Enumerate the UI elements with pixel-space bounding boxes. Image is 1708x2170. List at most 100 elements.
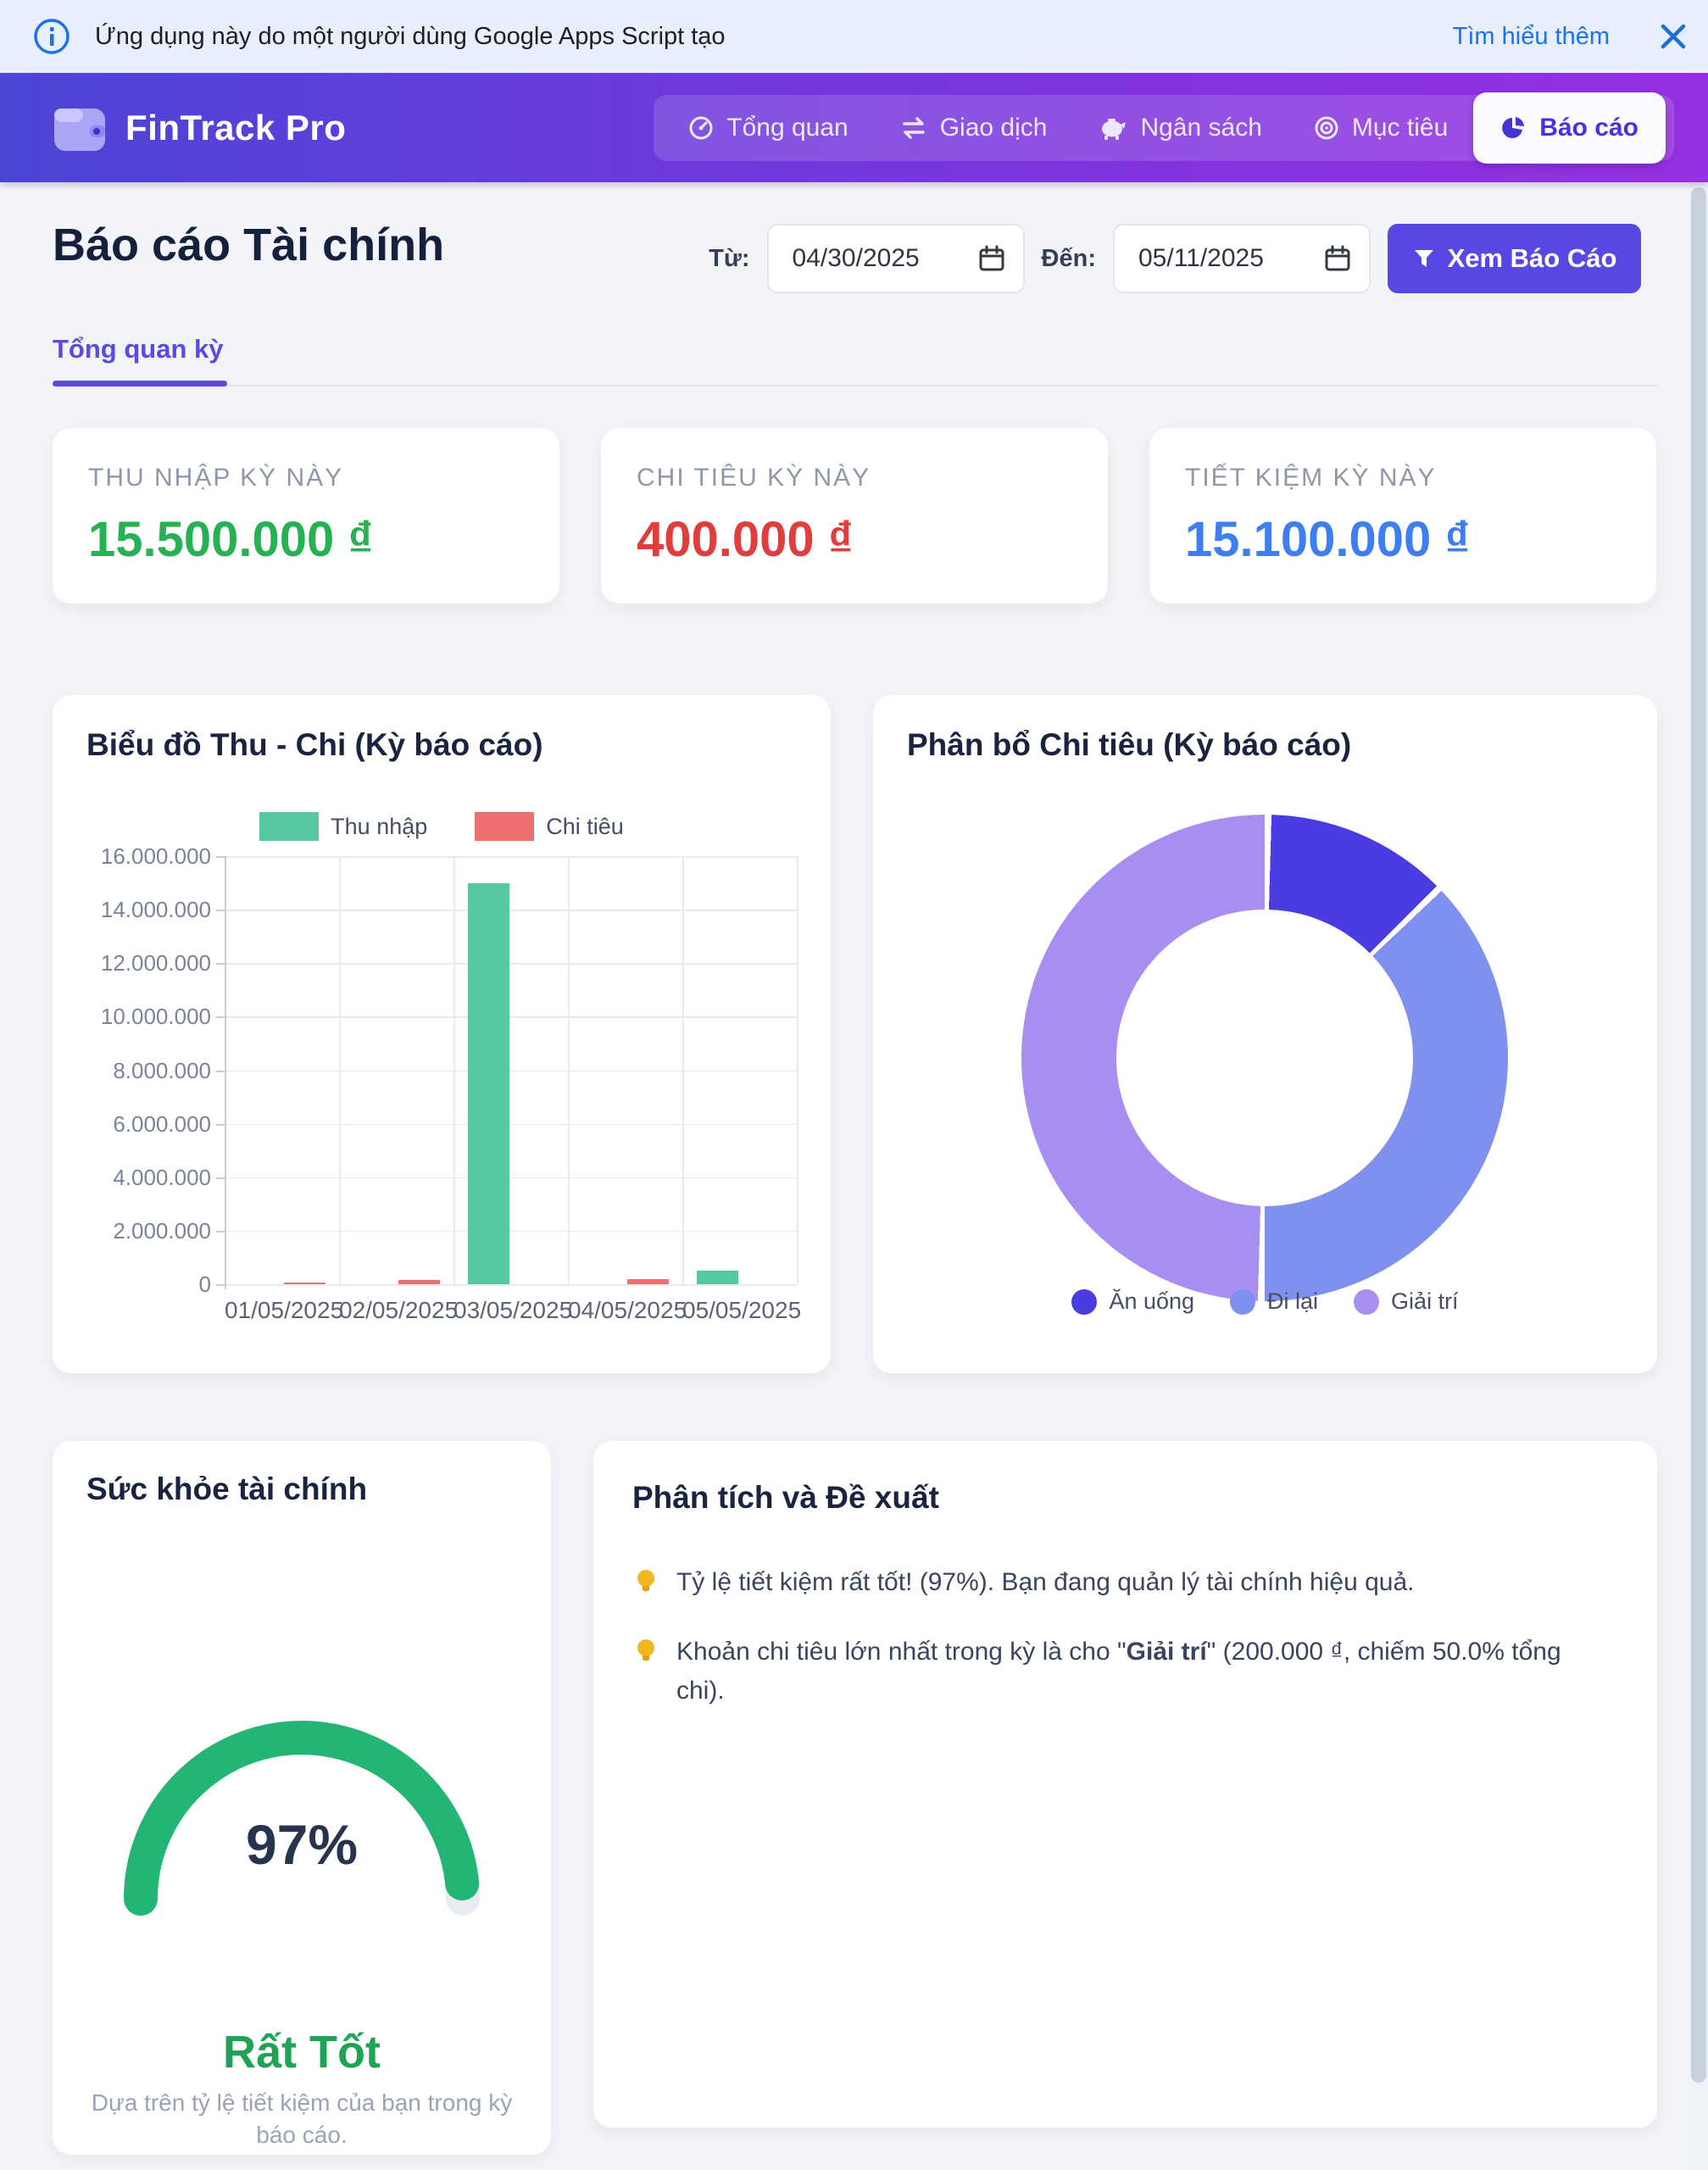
nav-item-muc-tieu[interactable]: Mục tiêu	[1288, 95, 1473, 161]
nav-label: Giao dịch	[939, 113, 1048, 142]
wallet-icon	[53, 103, 107, 153]
swap-icon	[899, 114, 928, 142]
tip-text: Tỷ lệ tiết kiệm rất tốt! (97%). Bạn đang…	[676, 1568, 1415, 1596]
tab-active-underline	[53, 381, 227, 387]
legend-label: Giải trí	[1391, 1288, 1459, 1314]
legend-label: Thu nhập	[331, 813, 428, 839]
financial-health-card: Sức khỏe tài chính 97% Rất Tốt Dựa trên …	[53, 1441, 551, 2155]
to-date-field[interactable]	[1113, 224, 1371, 293]
nav-item-tong-quan[interactable]: Tổng quan	[662, 95, 873, 161]
nav-menu: Tổng quan Giao dịch	[654, 92, 1674, 164]
x-axis-tick: 02/05/2025	[339, 1297, 459, 1323]
legend-item-Ăn uống[interactable]: Ăn uống	[1071, 1288, 1194, 1315]
stat-label: THU NHẬP KỲ NÀY	[88, 464, 344, 492]
legend-item-Giải trí[interactable]: Giải trí	[1354, 1288, 1459, 1315]
nav-item-ngan-sach[interactable]: Ngân sách	[1072, 95, 1287, 161]
y-axis-tick: 2.000.000	[113, 1217, 211, 1244]
bar-chart-legend: Thu nhập Chi tiêu	[53, 812, 831, 841]
health-title: Sức khỏe tài chính	[86, 1472, 368, 1506]
y-axis-tick: 4.000.000	[113, 1164, 211, 1190]
gridline	[225, 1070, 797, 1071]
analysis-title: Phân tích và Đề xuất	[632, 1480, 939, 1515]
brand-name: FinTrack Pro	[125, 107, 347, 147]
bar-group	[339, 1280, 453, 1284]
close-icon[interactable]	[1655, 19, 1691, 54]
report-controls: Từ: Đến:	[709, 224, 1641, 293]
nav-label: Ngân sách	[1140, 113, 1262, 142]
legend-item-Thu nhập[interactable]: Thu nhập	[259, 812, 427, 841]
lightbulb-icon	[632, 1568, 659, 1599]
expense-donut-card: Phân bổ Chi tiêu (Kỳ báo cáo) Ăn uống Đi …	[873, 695, 1657, 1373]
legend-swatch	[259, 812, 320, 841]
scrollbar-thumb[interactable]	[1691, 187, 1706, 2083]
legend-label: Chi tiêu	[546, 813, 624, 839]
y-axis-tick: 16.000.000	[100, 843, 211, 869]
y-tickmark	[216, 910, 225, 912]
health-gauge: 97%	[107, 1695, 497, 1924]
calendar-icon[interactable]	[1323, 244, 1352, 273]
tab-tong-quan-ky[interactable]: Tổng quan kỳ	[53, 334, 224, 364]
bar-group	[225, 1283, 339, 1284]
gridline	[225, 1016, 797, 1018]
gridline	[225, 910, 797, 911]
legend-label: Đi lại	[1267, 1288, 1319, 1314]
income-expense-chart-card: Biểu đồ Thu - Chi (Kỳ báo cáo) Thu nhập C…	[53, 695, 831, 1373]
y-axis-line	[225, 856, 226, 1289]
gridline	[225, 1177, 797, 1179]
apps-script-banner: Ứng dụng này do một người dùng Google Ap…	[0, 0, 1708, 73]
tip-item: Tỷ lệ tiết kiệm rất tốt! (97%). Bạn đang…	[632, 1563, 1615, 1602]
nav-label: Tổng quan	[726, 113, 848, 142]
y-axis-tick: 0	[198, 1271, 211, 1297]
learn-more-link[interactable]: Tìm hiểu thêm	[1452, 22, 1610, 50]
view-report-label: Xem Báo Cáo	[1447, 243, 1617, 273]
bar-Chi tiêu-04/05/2025	[626, 1279, 669, 1284]
from-label: Từ:	[709, 244, 750, 272]
x-axis-tick: 04/05/2025	[568, 1297, 687, 1323]
y-tickmark	[216, 963, 225, 965]
tip-item: Khoản chi tiêu lớn nhất trong kỳ là cho …	[632, 1633, 1615, 1711]
tip-text: Khoản chi tiêu lớn nhất trong kỳ là cho …	[676, 1638, 1561, 1705]
calendar-icon[interactable]	[977, 244, 1006, 273]
from-date-input[interactable]	[790, 243, 977, 274]
y-tickmark	[216, 1016, 225, 1019]
view-report-button[interactable]: Xem Báo Cáo	[1388, 224, 1641, 293]
x-axis-tick: 05/05/2025	[682, 1297, 802, 1323]
target-icon	[1313, 114, 1340, 142]
bar-Chi tiêu-02/05/2025	[398, 1280, 440, 1284]
y-axis-tick: 14.000.000	[100, 897, 211, 923]
brand: FinTrack Pro	[53, 103, 346, 153]
y-tickmark	[216, 1123, 225, 1126]
stat-value-savings: 15.100.000 ₫	[1185, 512, 1471, 567]
bar-group	[682, 1271, 797, 1284]
top-navbar: FinTrack Pro Tổng quan	[0, 73, 1708, 182]
y-tickmark	[216, 1284, 225, 1286]
donut-chart-title: Phân bổ Chi tiêu (Kỳ báo cáo)	[907, 727, 1352, 762]
y-axis-tick: 8.000.000	[113, 1057, 211, 1083]
stat-card-expense: CHI TIÊU KỲ NÀY 400.000 ₫	[601, 428, 1108, 604]
y-tickmark	[216, 1070, 225, 1072]
to-date-input[interactable]	[1137, 243, 1323, 274]
gridline-vertical	[339, 856, 341, 1284]
gridline	[225, 856, 797, 858]
bar-group	[568, 1279, 682, 1284]
tip-term: Giải trí	[1126, 1638, 1207, 1666]
from-date-field[interactable]	[766, 224, 1025, 293]
legend-item-Chi tiêu[interactable]: Chi tiêu	[475, 812, 624, 841]
stat-value-income: 15.500.000 ₫	[88, 512, 374, 567]
stat-label: TIẾT KIỆM KỲ NÀY	[1185, 464, 1437, 492]
lightbulb-icon	[632, 1638, 659, 1668]
stat-value-expense: 400.000 ₫	[637, 512, 854, 567]
y-tickmark	[216, 856, 225, 858]
bar-Chi tiêu-01/05/2025	[283, 1283, 325, 1284]
health-percent: 97%	[245, 1813, 359, 1876]
health-status: Rất Tốt	[223, 2027, 381, 2078]
nav-label: Báo cáo	[1539, 113, 1638, 142]
piggy-bank-icon	[1098, 114, 1128, 142]
banner-text: Ứng dụng này do một người dùng Google Ap…	[95, 22, 726, 50]
legend-item-Đi lại[interactable]: Đi lại	[1230, 1288, 1318, 1315]
legend-swatch	[475, 812, 535, 841]
nav-item-bao-cao[interactable]: Báo cáo	[1473, 92, 1666, 164]
y-axis-tick: 12.000.000	[100, 950, 211, 976]
nav-label: Mục tiêu	[1351, 113, 1449, 142]
nav-item-giao-dich[interactable]: Giao dịch	[874, 95, 1073, 161]
